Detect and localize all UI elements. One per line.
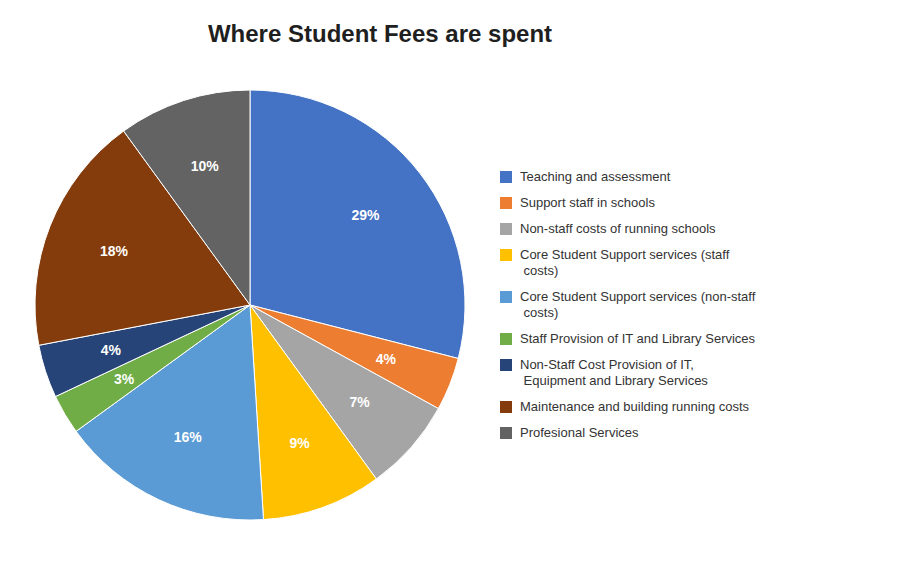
chart-title: Where Student Fees are spent: [208, 20, 552, 47]
legend-label: Staff Provision of IT and Library Servic…: [520, 331, 756, 346]
legend-swatch: [500, 427, 512, 439]
legend-label: Core Student Support services (non-staff…: [520, 289, 756, 320]
slice-label: 7%: [350, 394, 371, 410]
legend-item: Core Student Support services (staff cos…: [500, 247, 730, 278]
legend-swatch: [500, 249, 512, 261]
chart-svg: Where Student Fees are spent 29% 4% 7% 9% 16%…: [0, 0, 900, 562]
legend-label: Teaching and assessment: [520, 169, 671, 184]
legend-swatch: [500, 171, 512, 183]
legend-item: Non-staff costs of running schools: [500, 221, 716, 236]
legend-item: Profesional Services: [500, 425, 639, 440]
legend-label: Core Student Support services (staff cos…: [520, 247, 730, 278]
legend-item: Support staff in schools: [500, 195, 655, 210]
slice-label: 9%: [289, 435, 310, 451]
slice-label: 4%: [376, 351, 397, 367]
legend-swatch: [500, 359, 512, 371]
legend-swatch: [500, 291, 512, 303]
legend-item: Maintenance and building running costs: [500, 399, 750, 414]
legend-label: Profesional Services: [520, 425, 639, 440]
slice-label: 10%: [191, 158, 220, 174]
legend-item: Teaching and assessment: [500, 169, 671, 184]
legend-label: Support staff in schools: [520, 195, 655, 210]
pie-slice: [124, 90, 250, 305]
legend-swatch: [500, 401, 512, 413]
slice-label: 4%: [101, 342, 122, 358]
legend-label: Non-staff costs of running schools: [520, 221, 716, 236]
slice-label: 29%: [352, 207, 381, 223]
chart-container: Where Student Fees are spent 29% 4% 7% 9% 16%…: [0, 0, 900, 562]
slice-label: 16%: [174, 429, 203, 445]
legend-swatch: [500, 333, 512, 345]
legend-item: Core Student Support services (non-staff…: [500, 289, 756, 320]
legend-swatch: [500, 197, 512, 209]
slice-label: 3%: [114, 371, 135, 387]
slice-label: 18%: [100, 243, 129, 259]
pie-slice: [250, 305, 376, 520]
legend-item: Staff Provision of IT and Library Servic…: [500, 331, 756, 346]
slices: [35, 90, 465, 520]
legend-swatch: [500, 223, 512, 235]
legend-label: Maintenance and building running costs: [520, 399, 750, 414]
slice-labels: 29% 4% 7% 9% 16% 3% 4% 18% 10%: [100, 158, 397, 451]
legend: Teaching and assessment Support staff in …: [500, 169, 756, 440]
legend-label: Non-Staff Cost Provision of IT, Equipmen…: [520, 357, 708, 388]
legend-item: Non-Staff Cost Provision of IT, Equipmen…: [500, 357, 708, 388]
